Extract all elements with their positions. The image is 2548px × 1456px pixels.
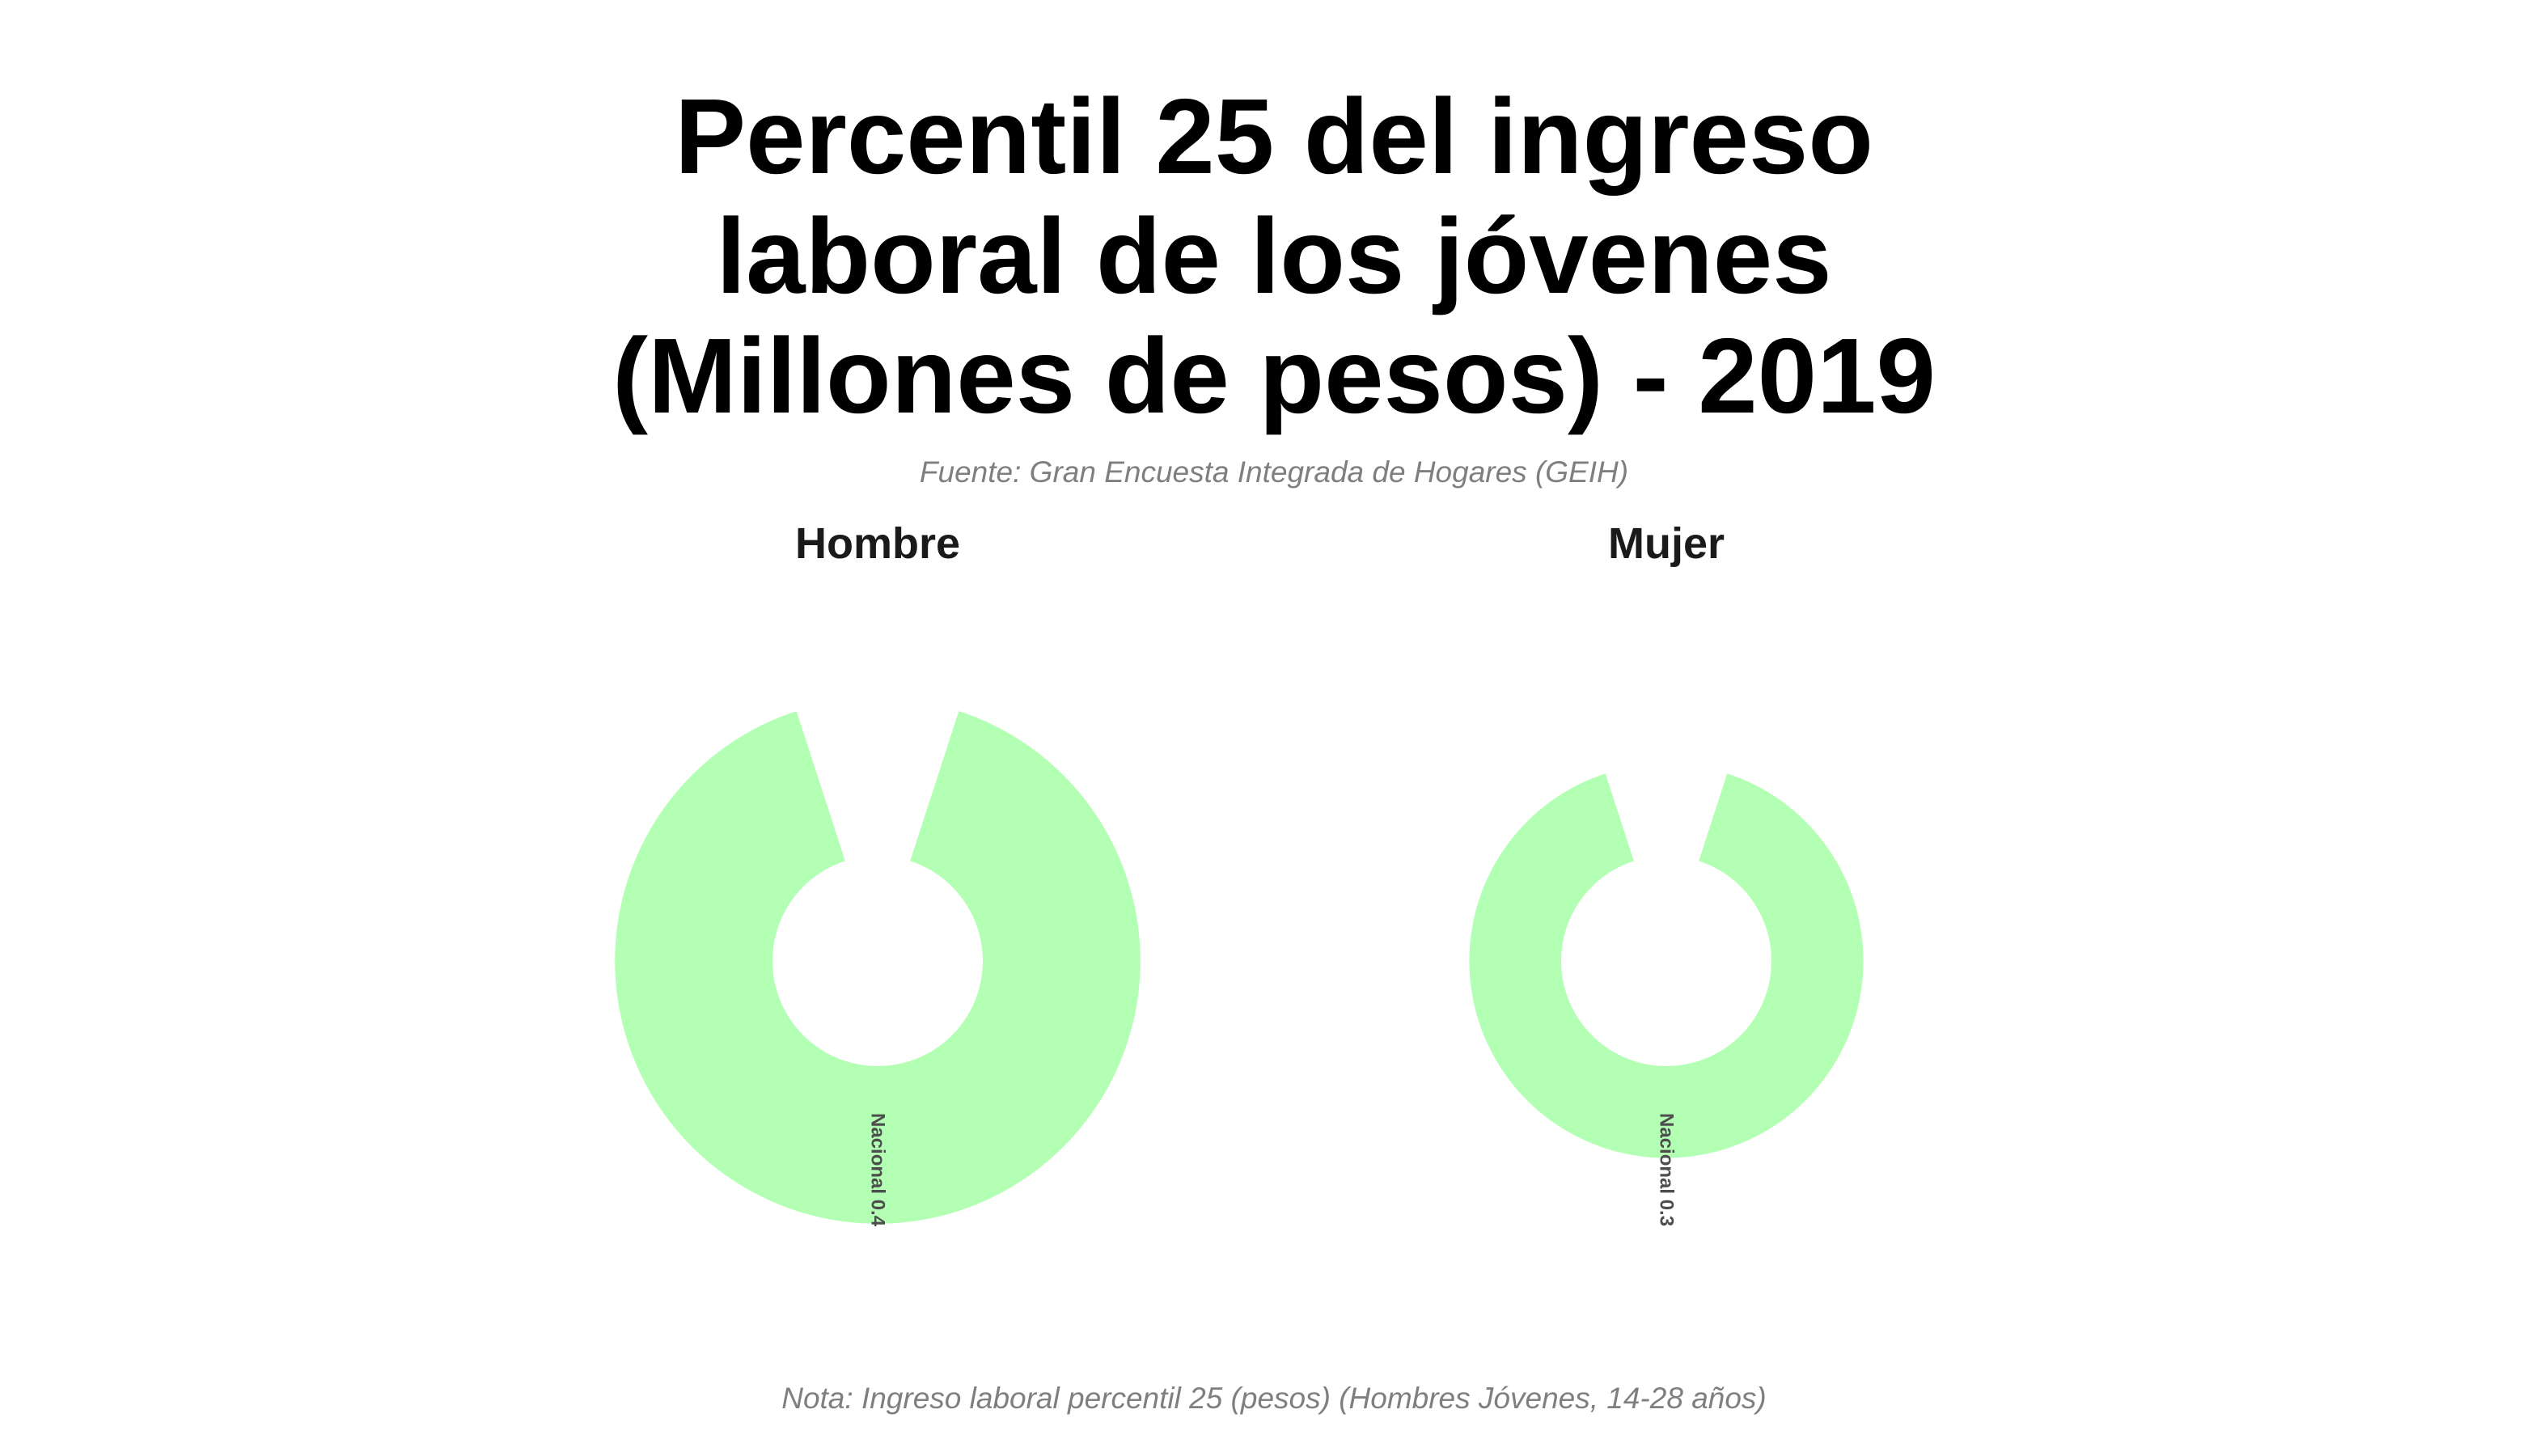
chart-title-line-2: laboral de los jóvenes <box>716 197 1832 315</box>
panel-hombre: Hombre Nacional 0.4 <box>615 519 1141 1227</box>
chart-title-line-1: Percentil 25 del ingreso <box>675 77 1873 196</box>
donut-slice-nacional <box>615 711 1141 1224</box>
panel-title-hombre: Hombre <box>795 519 960 568</box>
slice-label-nacional: Nacional 0.3 <box>1656 1113 1678 1226</box>
chart-title-line-3: (Millones de pesos) - 2019 <box>612 316 1936 435</box>
panel-mujer: Mujer Nacional 0.3 <box>1469 519 1864 1226</box>
chart-title: Percentil 25 del ingreso laboral de los … <box>0 77 2548 436</box>
chart-note: Nota: Ingreso laboral percentil 25 (peso… <box>781 1382 1767 1415</box>
donut-slice-nacional <box>1469 773 1864 1158</box>
panel-title-mujer: Mujer <box>1608 519 1725 568</box>
slice-label-nacional: Nacional 0.4 <box>867 1113 889 1227</box>
chart-subtitle: Fuente: Gran Encuesta Integrada de Hogar… <box>919 455 1629 489</box>
